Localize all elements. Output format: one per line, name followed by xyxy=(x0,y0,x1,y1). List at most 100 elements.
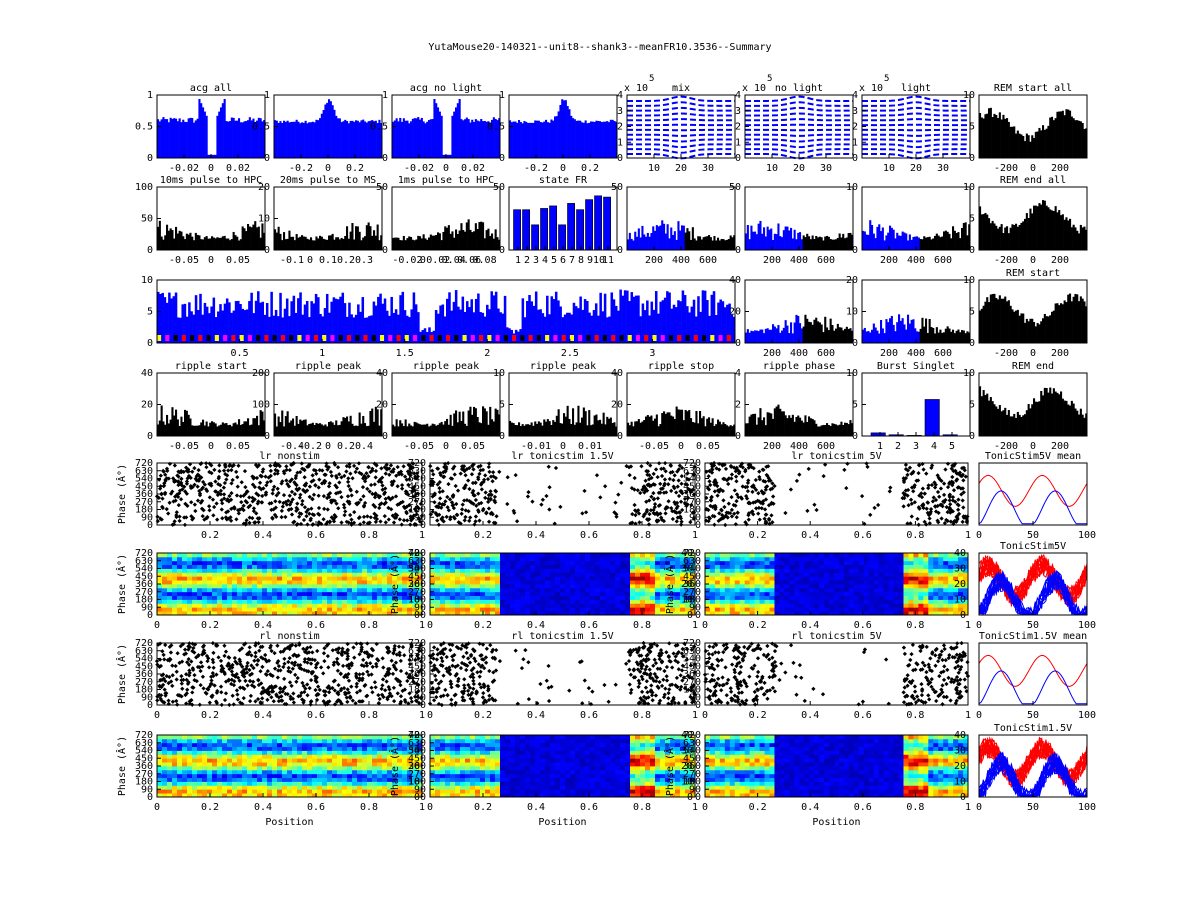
spike xyxy=(926,483,931,488)
y-tick-label: 630 xyxy=(408,466,426,477)
heat-cell xyxy=(187,595,193,600)
spike xyxy=(305,522,310,527)
bin-54 xyxy=(842,424,845,436)
x-tick-label: 1 xyxy=(877,441,883,452)
spike xyxy=(961,490,966,495)
heat-cell xyxy=(440,580,446,585)
spike xyxy=(408,516,414,521)
heat-cell xyxy=(162,595,168,600)
spike xyxy=(227,463,232,468)
spike xyxy=(167,461,173,467)
heat-cell xyxy=(272,611,278,616)
y-axis-label: Phase (Â°) xyxy=(115,554,128,614)
bin-6 xyxy=(637,419,640,436)
heat-cell xyxy=(287,611,293,616)
panel-20-marks xyxy=(157,405,266,436)
bin-40 xyxy=(581,417,584,436)
heat-cell xyxy=(242,560,248,566)
spike xyxy=(480,467,486,472)
spike xyxy=(734,479,739,484)
bin-8 xyxy=(993,293,996,343)
heat-cell xyxy=(490,591,496,597)
x-tick-label: -200 xyxy=(994,441,1018,452)
bin-13 xyxy=(650,415,653,436)
bin-256 xyxy=(726,304,729,343)
spike xyxy=(158,473,163,478)
x-tick-label: 0 xyxy=(443,441,449,452)
spike xyxy=(444,464,449,470)
spike xyxy=(950,498,956,503)
heat-cell xyxy=(237,599,243,604)
bin-42 xyxy=(820,237,823,250)
spike xyxy=(243,498,248,504)
heat-cell xyxy=(312,599,318,604)
heat-cell xyxy=(362,564,368,569)
bin-44 xyxy=(471,232,474,250)
y-tick-label: 20 xyxy=(376,400,388,411)
bin-41 xyxy=(700,239,703,250)
y-tick-label: 0 xyxy=(147,245,153,256)
bin-20 xyxy=(898,314,901,343)
bin-17 xyxy=(304,419,307,436)
bin-40 xyxy=(1051,210,1054,250)
bin-33 xyxy=(216,237,219,250)
bin-3 xyxy=(514,121,517,158)
bin-21 xyxy=(1016,309,1019,343)
bin-10 xyxy=(997,228,1000,250)
bin-41 xyxy=(347,421,350,436)
heat-cell xyxy=(485,595,491,600)
spike xyxy=(960,498,965,503)
bin-39 xyxy=(227,425,230,436)
y-tick-label: 180 xyxy=(408,505,426,516)
heat-cell xyxy=(525,599,531,604)
spike xyxy=(250,516,255,521)
spike xyxy=(218,492,224,497)
bin-19 xyxy=(308,239,311,250)
bin-46 xyxy=(239,122,242,158)
bin-9 xyxy=(643,234,646,250)
heat-cell xyxy=(397,607,403,612)
bin-24 xyxy=(905,233,908,250)
heat-cell xyxy=(297,556,303,562)
spike xyxy=(297,495,302,500)
bin-32 xyxy=(566,106,569,158)
heat-cell xyxy=(257,568,263,573)
spike xyxy=(458,471,463,476)
bin-31 xyxy=(1034,326,1037,343)
spike xyxy=(243,485,248,490)
spike xyxy=(911,489,916,494)
heat-cell xyxy=(480,587,486,593)
heat-cell xyxy=(277,611,283,616)
spike xyxy=(304,514,309,519)
spike xyxy=(929,463,935,468)
heat-cell xyxy=(197,587,203,593)
bin-37 xyxy=(811,324,814,343)
spike xyxy=(224,477,229,482)
bin-36 xyxy=(456,422,459,436)
state-mark-21 xyxy=(330,335,335,341)
bin-55 xyxy=(491,119,494,158)
bin-7 xyxy=(874,327,877,343)
spike xyxy=(491,474,496,479)
heat-cell xyxy=(470,603,476,608)
heat-cell xyxy=(435,595,441,600)
spike xyxy=(761,498,766,504)
bin-43 xyxy=(234,120,237,158)
bin-52 xyxy=(720,238,723,250)
heat-cell xyxy=(232,584,238,589)
heat-cell xyxy=(357,595,363,600)
spike xyxy=(947,505,952,510)
heat-cell xyxy=(177,603,183,608)
heat-cell xyxy=(272,591,278,597)
heat-cell xyxy=(282,599,288,604)
heat-cell xyxy=(332,553,338,558)
heat-cell xyxy=(207,556,213,562)
heat-cell xyxy=(367,553,373,558)
heat-cell xyxy=(402,576,408,581)
bin-21 xyxy=(429,234,432,250)
spike xyxy=(505,501,510,507)
heat-cell xyxy=(402,587,408,593)
bin-49 xyxy=(950,331,953,343)
bin-28 xyxy=(1029,141,1032,158)
